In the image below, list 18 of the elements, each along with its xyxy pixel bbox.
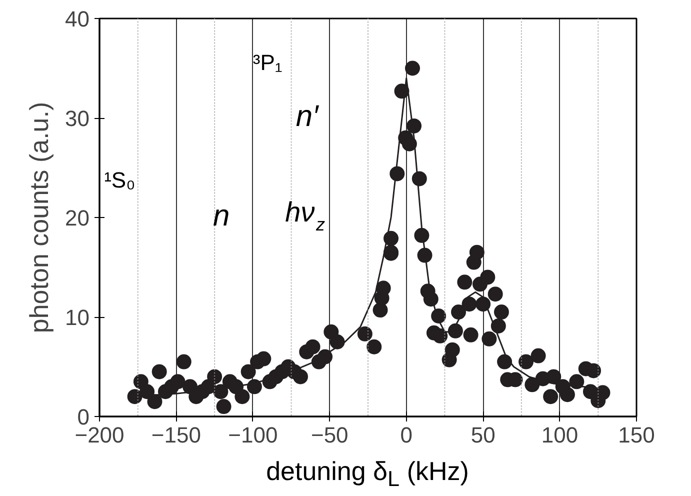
- annotation: n: [213, 199, 230, 232]
- annotation: ³P₁: [252, 50, 282, 76]
- annotation: n′: [296, 100, 320, 133]
- annotation: ¹S₀: [104, 168, 136, 193]
- y-tick-label: 40: [65, 6, 90, 32]
- y-tick-label: 0: [77, 404, 90, 430]
- x-tick-label: 150: [618, 422, 655, 448]
- x-tick-label: −50: [310, 422, 348, 448]
- x-tick-label: 100: [541, 422, 578, 448]
- x-tick-label: −100: [228, 422, 278, 448]
- y-tick-label: 30: [65, 106, 90, 131]
- y-tick-label: 10: [65, 305, 90, 330]
- x-axis-title: detuning δ$_{L}$ (kHz): [266, 456, 469, 494]
- y-tick-label: 20: [65, 206, 90, 230]
- x-tick-label: 50: [470, 422, 496, 448]
- x-tick-label: −150: [151, 422, 201, 448]
- y-axis-title: photon counts (a.u.): [24, 102, 54, 334]
- x-tick-label: 0: [400, 422, 412, 448]
